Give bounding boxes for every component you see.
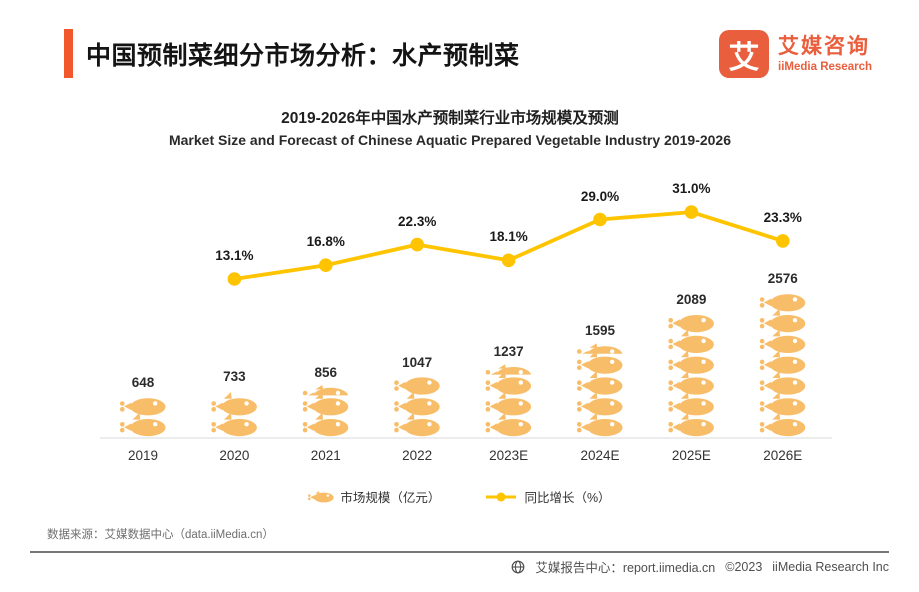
footer: 艾媒报告中心：report.iimedia.cn ©2023 iiMedia R… (511, 557, 889, 576)
bar-value-2025E: 2089 (676, 292, 707, 308)
iimedia-logo: 艾 艾媒咨询 iiMedia Research (719, 30, 872, 78)
growth-line-point (593, 212, 607, 227)
growth-label-2020: 13.1% (215, 248, 254, 263)
chart-legend: 市场规模（亿元） 同比增长（%） (0, 487, 919, 506)
year-label-2023E: 2023E (489, 448, 529, 463)
bar-value-2024E: 1595 (584, 323, 616, 339)
growth-label-2024E: 29.0% (580, 188, 620, 204)
year-label-2022: 2022 (402, 448, 433, 463)
bar-2026E (759, 294, 806, 437)
footer-divider (30, 551, 889, 553)
year-label-2020: 2020 (219, 448, 250, 463)
footer-report-center: 艾媒报告中心：report.iimedia.cn (535, 561, 716, 575)
bar-2020 (211, 392, 257, 437)
growth-line-point (319, 258, 333, 273)
bar-value-2021: 856 (314, 365, 338, 380)
year-label-2025E: 2025E (671, 448, 711, 463)
growth-label-2026E: 23.3% (763, 209, 802, 225)
growth-line-point (684, 205, 699, 219)
bar-value-2020: 733 (223, 369, 246, 385)
bar-2021 (302, 385, 349, 437)
chart-title: 2019-2026年中国水产预制菜行业市场规模及预测 (281, 110, 619, 127)
bar-2023E (485, 364, 532, 437)
logo-name-cn: 艾媒咨询 (778, 35, 871, 58)
chart-subtitle: Market Size and Forecast of Chinese Aqua… (168, 132, 732, 148)
bar-value-2023E: 1237 (493, 344, 524, 360)
year-label-2019: 2019 (127, 448, 159, 463)
bar-value-2019: 648 (131, 375, 155, 391)
footer-copyright: ©2023 (725, 559, 763, 574)
legend-label-market-size: 市场规模（亿元） (340, 491, 441, 505)
year-label-2021: 2021 (310, 448, 341, 463)
year-label-2024E: 2024E (580, 448, 620, 463)
iimedia-logo-icon: 艾 (719, 30, 770, 78)
legend-item-market-size: 市场规模（亿元） (308, 487, 440, 506)
legend-item-growth: 同比增长（%） (484, 487, 611, 506)
legend-label-growth: 同比增长（%） (524, 491, 611, 505)
iimedia-logo-names: 艾媒咨询 iiMedia Research (778, 30, 872, 73)
year-label-2026E: 2026E (763, 448, 803, 463)
growth-line-point (501, 253, 516, 268)
x-axis-line (100, 437, 832, 439)
bar-2025E (668, 315, 714, 437)
title-accent-bar (64, 29, 73, 78)
bar-2022 (394, 377, 440, 437)
footer-company: iiMedia Research Inc (772, 559, 889, 574)
growth-label-2022: 22.3% (398, 213, 437, 229)
data-source-note: 数据来源：艾媒数据中心（data.iiMedia.cn） (47, 529, 274, 541)
bar-value-2026E: 2576 (767, 271, 798, 287)
growth-line-point (227, 272, 242, 286)
bar-2019 (120, 398, 166, 437)
growth-line-point (776, 234, 790, 248)
bar-2024E (577, 343, 623, 437)
bar-value-2022: 1047 (402, 354, 433, 370)
line-marker-icon (486, 492, 517, 501)
growth-label-2023E: 18.1% (489, 229, 528, 245)
growth-label-2021: 16.8% (306, 234, 345, 250)
fish-icon (308, 490, 335, 502)
globe-icon (511, 560, 525, 573)
page-title: 中国预制菜细分市场分析：水产预制菜 (86, 42, 520, 70)
logo-name-en: iiMedia Research (778, 61, 872, 74)
growth-label-2025E: 31.0% (672, 181, 711, 197)
growth-line-point (410, 237, 425, 252)
